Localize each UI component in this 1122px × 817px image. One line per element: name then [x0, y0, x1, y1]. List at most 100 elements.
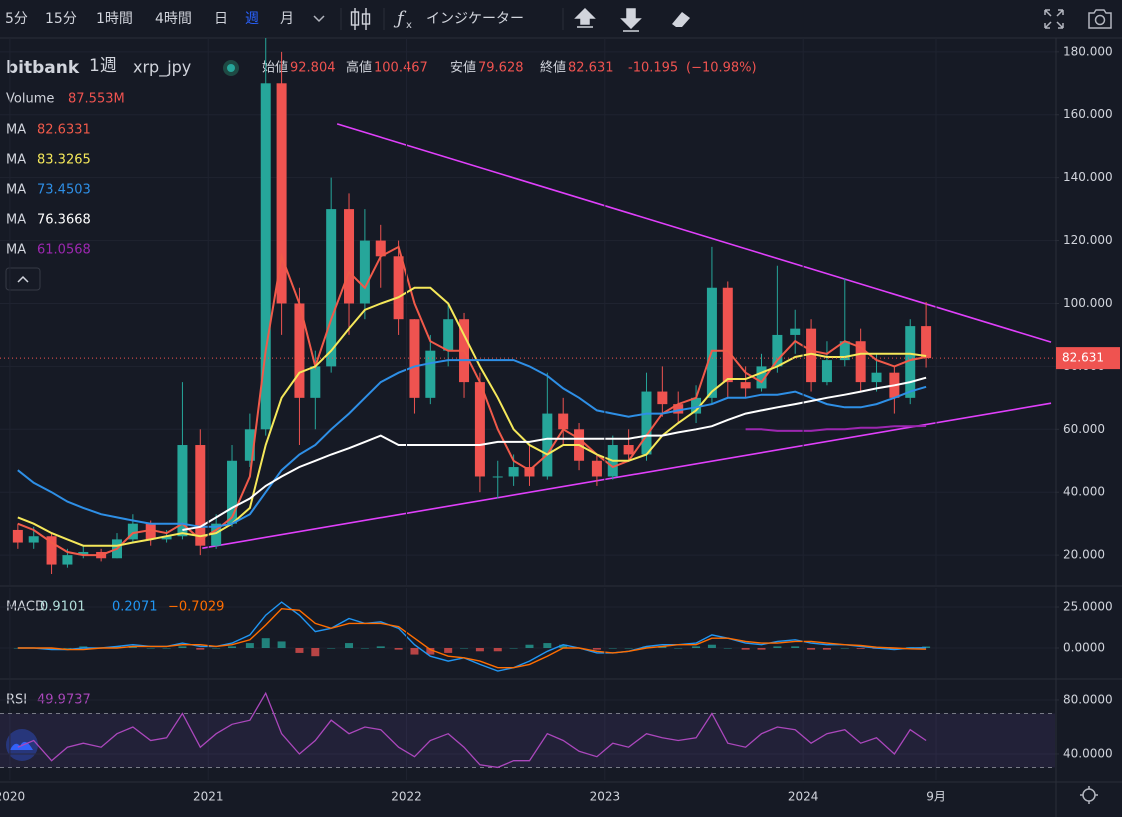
x-tick-label: 9月	[926, 790, 946, 804]
rsi-band	[0, 713, 1055, 768]
histogram-bar	[741, 648, 750, 650]
histogram-bar	[178, 646, 187, 648]
interval: 1週	[89, 56, 117, 76]
panel-borders	[0, 38, 1122, 817]
timeframe[interactable]: 日	[214, 11, 228, 27]
fullscreen-icon[interactable]	[1044, 9, 1064, 29]
histogram-bar	[707, 644, 716, 648]
candle-body	[294, 303, 305, 398]
line-series	[17, 607, 927, 669]
histogram-bar	[822, 648, 831, 650]
candle-body	[558, 413, 569, 430]
histogram-bar	[692, 646, 701, 648]
chart-type-icon[interactable]	[350, 8, 371, 30]
candle-body	[78, 551, 89, 556]
histogram-bar	[360, 648, 369, 649]
download-icon[interactable]	[620, 8, 642, 32]
dropdown-icon[interactable]	[313, 15, 325, 23]
candle-body	[691, 397, 702, 414]
candle-body	[508, 467, 519, 477]
legend-name: MA	[6, 153, 26, 168]
y-tick-label: 180.000	[1063, 44, 1113, 58]
histogram-bar	[345, 643, 354, 648]
volume-value: 87.553M	[68, 92, 125, 107]
timeframe[interactable]: 5分	[5, 11, 28, 27]
timeframe[interactable]: 15分	[45, 11, 77, 27]
histogram-bar	[890, 648, 899, 650]
candle-body	[211, 523, 222, 546]
candle-body	[790, 328, 801, 335]
ohlc-value: 82.631	[568, 61, 614, 76]
x-tick-label: 2024	[788, 790, 819, 804]
histogram-bar	[162, 648, 171, 649]
change-pct: (−10.98%)	[686, 61, 757, 76]
histogram-bar	[277, 641, 286, 648]
collapse-icon[interactable]	[17, 275, 29, 283]
timeframe[interactable]: 1時間	[96, 11, 133, 27]
timeframe[interactable]: 月	[280, 11, 294, 27]
timeframe-active[interactable]: 週	[245, 11, 259, 27]
candle-body	[161, 536, 172, 540]
screenshot-icon[interactable]	[1094, 14, 1106, 26]
candle-body	[62, 555, 73, 565]
legend-name: MA	[6, 243, 26, 258]
symbol: xrp_jpy	[133, 58, 191, 78]
legend-value: 82.6331	[37, 123, 91, 138]
candle-body	[591, 460, 602, 477]
y-tick-label: 0.0000	[1063, 641, 1105, 655]
legend-value: 76.3668	[37, 213, 91, 228]
candle-body	[326, 209, 337, 367]
y-tick-label: 100.000	[1063, 296, 1113, 310]
histogram-bar	[592, 648, 601, 650]
candle-body	[839, 341, 850, 361]
candle-body	[756, 366, 767, 389]
upload-icon[interactable]	[574, 7, 596, 28]
histogram-bar	[509, 648, 518, 649]
histogram-bar	[922, 646, 931, 648]
histogram-bar	[773, 646, 782, 648]
line-series	[17, 286, 927, 547]
candle-body	[409, 319, 420, 398]
candle-body	[425, 350, 436, 398]
candle-body	[393, 256, 404, 320]
ohlc-label: 高値	[346, 60, 372, 76]
indicator-icon[interactable]: x	[406, 20, 412, 31]
legend-value: 83.3265	[37, 153, 91, 168]
last-price-label: 82.631	[1062, 351, 1104, 365]
candle-body	[375, 240, 386, 257]
y-tick-label: 80.0000	[1063, 692, 1113, 706]
candle-body	[673, 404, 684, 414]
indicator-icon[interactable]: ƒ	[393, 8, 407, 29]
y-tick-label: 40.0000	[1063, 746, 1113, 760]
histogram-bar	[196, 648, 205, 650]
candle-body	[722, 287, 733, 383]
candle-body	[871, 372, 882, 383]
candle-body	[227, 460, 238, 524]
candle-body	[127, 523, 138, 540]
plot-area	[0, 38, 1055, 780]
ohlc-value: 92.804	[290, 61, 336, 76]
toolbar: 5分 15分 1時間 4時間 日 週 月 ƒ x インジケーター	[0, 7, 1122, 39]
collapse-button[interactable]	[5, 267, 41, 291]
y-tick-label: 40.000	[1063, 485, 1105, 499]
histogram-bar	[608, 648, 617, 649]
line-series	[745, 425, 927, 432]
histogram-bar	[245, 643, 254, 648]
candle-body	[657, 391, 668, 405]
trendline	[336, 123, 1052, 343]
y-tick-label: 140.000	[1063, 170, 1113, 184]
candle-body	[542, 413, 553, 477]
histogram-bar	[543, 643, 552, 648]
x-tick-label: 2023	[590, 790, 621, 804]
candle-body	[344, 209, 355, 304]
screenshot-icon[interactable]	[1088, 9, 1112, 29]
candle-body	[46, 536, 57, 565]
indicators-button[interactable]: インジケーター	[426, 11, 524, 27]
line-series	[17, 359, 927, 528]
ohlc-value: 79.628	[478, 61, 524, 76]
timeframe[interactable]: 4時間	[155, 11, 192, 27]
settings-icon[interactable]	[1080, 786, 1098, 804]
change: -10.195	[628, 61, 678, 76]
eraser-icon[interactable]	[672, 12, 690, 27]
